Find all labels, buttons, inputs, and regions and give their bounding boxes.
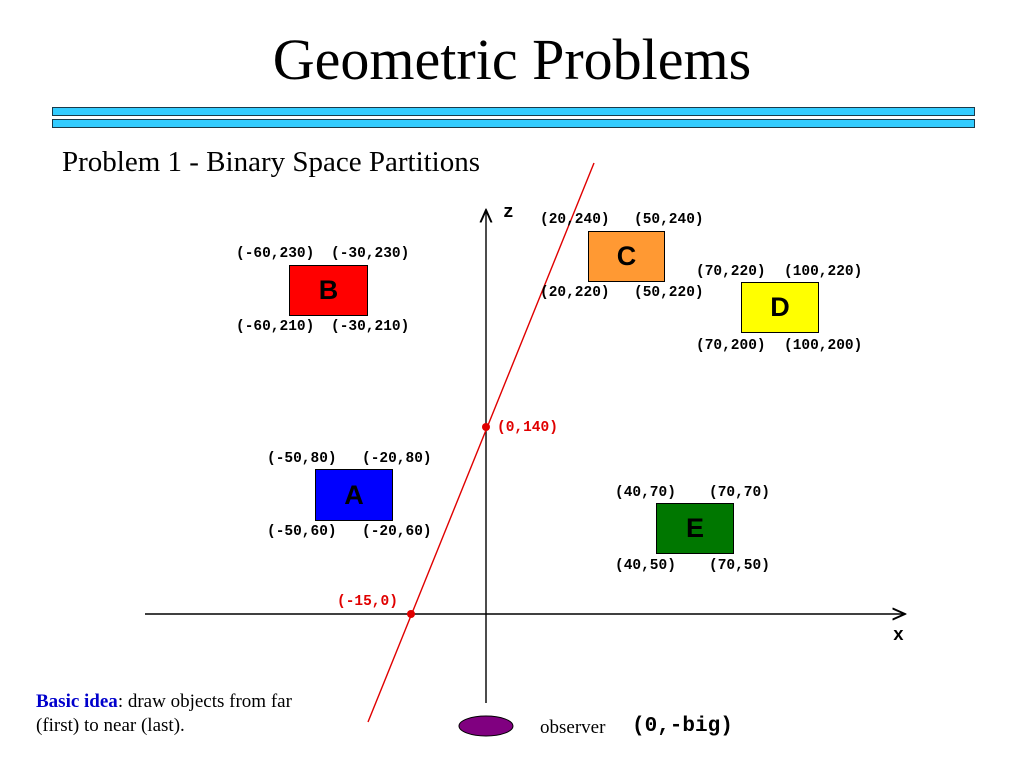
e-bottom-left-coord: (40,50) [615,558,676,574]
d-bottom-right-coord: (100,200) [784,338,863,354]
title-divider-top [52,107,975,116]
partition-line [367,162,595,723]
a-top-right-coord: (-20,80) [362,451,432,467]
x-axis-label: x [893,626,904,646]
basic-idea-text: : draw objects from far (first) to near … [36,691,292,736]
c-bottom-right-coord: (50,220) [634,285,704,301]
b-top-left-coord: (-60,230) [236,246,315,262]
a-top-left-coord: (-50,80) [267,451,337,467]
partition-point-upper [482,423,490,431]
object-b: B [289,265,368,316]
d-bottom-left-coord: (70,200) [696,338,766,354]
b-bottom-right-coord: (-30,210) [331,319,410,335]
basic-idea-keyword: Basic idea [36,691,118,712]
page-title: Geometric Problems [272,27,752,92]
observer-icon [458,715,514,737]
partition-point-lower [407,610,415,618]
basic-idea-note: Basic idea: draw objects from far (first… [36,690,321,738]
c-top-right-coord: (50,240) [634,212,704,228]
partition-point-lower-label: (-15,0) [337,594,398,610]
a-bottom-right-coord: (-20,60) [362,524,432,540]
d-top-right-coord: (100,220) [784,264,863,280]
e-top-left-coord: (40,70) [615,485,676,501]
observer-label: observer [540,717,606,738]
object-e: E [656,503,734,554]
b-bottom-left-coord: (-60,210) [236,319,315,335]
d-top-left-coord: (70,220) [696,264,766,280]
e-top-right-coord: (70,70) [709,485,770,501]
observer-coords: (0,-big) [632,715,733,738]
e-bottom-right-coord: (70,50) [709,558,770,574]
object-d: D [741,282,819,333]
title-divider-bottom [52,119,975,128]
b-top-right-coord: (-30,230) [331,246,410,262]
partition-point-upper-label: (0,140) [497,420,558,436]
a-bottom-left-coord: (-50,60) [267,524,337,540]
c-bottom-left-coord: (20,220) [540,285,610,301]
z-axis-label: z [503,203,514,223]
subtitle: Problem 1 - Binary Space Partitions [62,146,481,178]
object-a: A [315,469,393,521]
object-c: C [588,231,665,282]
c-top-left-coord: (20,240) [540,212,610,228]
